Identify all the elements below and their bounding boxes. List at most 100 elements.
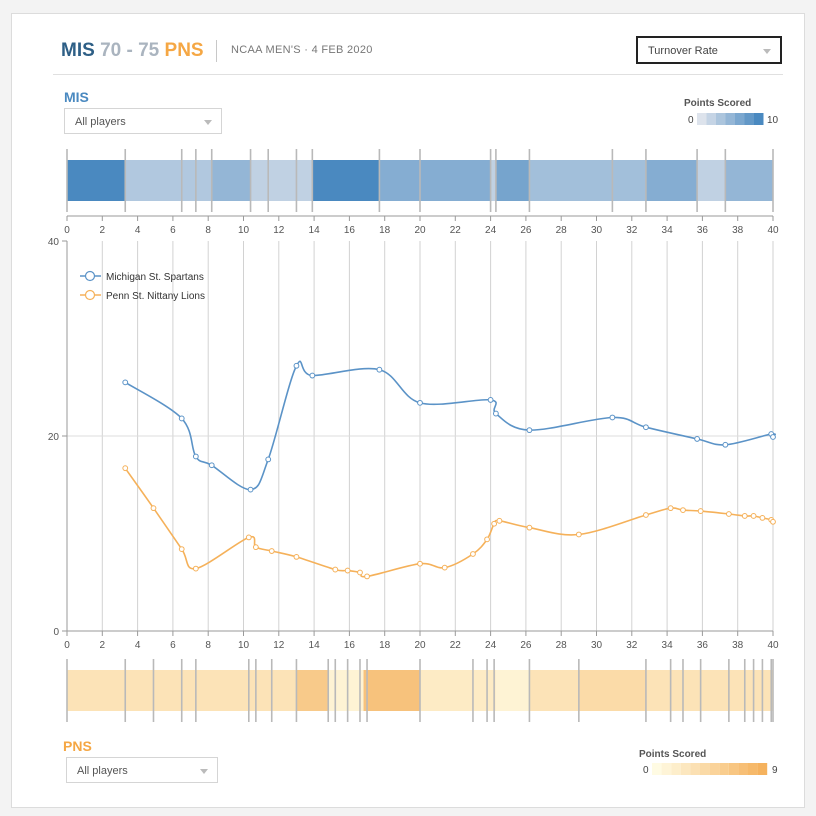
penn-state-legend-label: Penn St. Nittany Lions [106,291,205,302]
home-strip-axis-tick-label: 38 [732,225,744,236]
home-team-label: MIS [64,89,89,105]
penn-state-data-point [293,554,300,560]
away-legend-swatch [709,763,720,775]
penn-state-data-point [441,564,448,571]
away-score: 75 [138,40,160,61]
away-lineup-segment [578,670,646,711]
penn-state-data-point [192,565,199,572]
michigan-data-point [722,441,729,448]
penn-state-data-point [741,513,748,519]
penn-state-data-point [484,536,490,543]
x-axis-tick-label: 0 [64,640,70,651]
michigan-data-point [309,372,316,379]
home-lineup-segment [67,160,126,201]
home-lineup-segment [645,160,698,201]
away-legend-min: 0 [643,765,649,776]
away-legend-swatch [690,763,700,775]
x-axis-tick-label: 40 [767,640,779,651]
game-header: MIS 70 - 75 PNS NCAA MEN'S · 4 FEB 2020 … [12,14,806,76]
penn-state-data-point [725,511,732,517]
away-lineup-segment [296,670,329,711]
away-lineup-segment [529,670,579,711]
x-axis-tick-label: 8 [205,640,211,651]
legend-ramps [652,113,768,775]
home-strip-axis-tick-label: 26 [520,225,532,236]
penn-state-data-point [759,515,766,521]
away-legend-swatch [748,763,758,775]
away-legend-swatch [738,763,748,775]
home-legend-min: 0 [688,115,694,126]
home-legend-swatch [744,113,754,125]
away-legend-swatch [719,763,729,775]
home-lineup-segment [379,160,491,201]
chevron-down-icon [200,769,208,774]
penn-state-data-point [680,507,686,514]
away-legend-swatch [728,763,739,775]
home-lineup-segment [529,160,646,201]
x-axis-tick-label: 28 [556,640,568,651]
penn-state-data-point [643,512,649,518]
home-strip-axis-tick-label: 6 [170,225,176,236]
penn-state-data-point [122,465,129,472]
x-axis-tick-label: 6 [170,640,176,651]
x-axis-tick-label: 12 [273,640,285,651]
penn-state-data-point [357,569,363,576]
michigan-data-point [192,453,199,460]
michigan-data-point [265,456,272,463]
home-legend-swatch [716,113,726,125]
x-axis-tick-label: 18 [379,640,391,651]
michigan-series-line [124,360,777,491]
michigan-data-point [694,436,701,442]
home-strip-axis-tick-label: 32 [626,225,638,236]
home-strip-axis-tick-label: 0 [64,225,70,236]
penn-state-data-point [178,546,185,552]
home-score: 70 [100,40,122,61]
home-lineup-segment [312,160,380,201]
away-player-select[interactable]: All players [66,757,218,783]
penn-state-data-point [245,534,252,541]
home-strip-axis-tick-label: 8 [205,225,211,236]
home-lineup-segment [495,160,530,201]
metric-select[interactable]: Turnover Rate [636,36,782,64]
michigan-data-point [122,379,129,386]
score-separator: - [126,40,133,61]
home-strip-axis-tick-label: 18 [379,225,391,236]
michigan-data-point [609,414,616,421]
away-legend-swatch [652,763,662,775]
michigan-legend-label: Michigan St. Spartans [106,272,204,283]
michigan-data-point [492,410,499,417]
away-lineup-segment [495,670,530,711]
home-strip-axis-tick-label: 16 [344,225,356,236]
home-player-select[interactable]: All players [64,108,222,134]
away-lineup-segment [645,670,773,711]
penn-state-data-point [252,544,259,551]
scoreline: MIS 70 - 75 PNS [61,40,204,62]
penn-state-data-point [575,531,582,538]
penn-state-data-point [344,567,351,574]
michigan-data-point [376,366,383,373]
game-meta: NCAA MEN'S · 4 FEB 2020 [231,44,373,56]
away-lineup-segment [328,670,364,711]
home-strip-axis-tick-label: 2 [100,225,106,236]
penn-state-series-line [124,467,774,578]
home-strip-axis-tick-label: 14 [309,225,321,236]
penn-state-data-point [470,551,476,557]
home-lineup-segment [697,160,726,201]
penn-state-data-point [770,518,776,525]
home-strip-axis-tick-label: 40 [767,225,779,236]
away-team-abbr: PNS [164,40,204,61]
home-lineup-segment [211,160,251,201]
x-axis-tick-label: 2 [100,640,106,651]
home-legend-swatch [754,113,764,125]
home-lineup-strip [66,149,774,212]
away-legend-swatch [757,763,768,775]
away-player-select-value: All players [77,765,128,777]
michigan-data-point [487,397,494,403]
home-lineup-segment [125,160,212,201]
penn-state-data-point [750,513,757,519]
michigan-data-point [417,399,423,406]
x-axis-tick-label: 36 [697,640,709,651]
x-axis-tick-label: 38 [732,640,744,651]
